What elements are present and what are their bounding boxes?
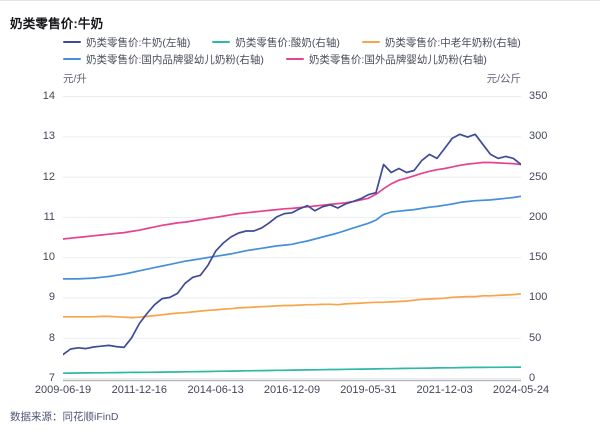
x-axis-tick-label: 2019-05-31 (340, 384, 397, 396)
right-axis-tick-label: 150 (529, 251, 548, 264)
series-line[interactable] (62, 161, 522, 240)
legend-item[interactable]: 奶类零售价:国外品牌婴幼儿奶粉(右轴) (285, 52, 487, 67)
x-axis-tick-label: 2011-12-16 (111, 384, 168, 396)
left-axis-unit: 元/升 (63, 73, 87, 85)
legend-line-swatch (63, 40, 81, 44)
right-axis-tick-label: 250 (529, 170, 548, 183)
legend-label: 奶类零售价:国内品牌婴幼儿奶粉(右轴) (86, 53, 264, 66)
left-axis-tick-label: 11 (43, 210, 55, 223)
legend-item[interactable]: 奶类零售价:酸奶(右轴) (212, 35, 340, 50)
left-axis-tick-label: 14 (42, 90, 55, 102)
legend-line-swatch (285, 57, 304, 61)
series-line[interactable] (62, 133, 522, 356)
x-axis-tick-label: 2024-05-24 (492, 384, 550, 396)
left-axis-tick-label: 13 (42, 130, 55, 143)
right-axis-tick-label: 350 (529, 90, 548, 102)
series-line[interactable] (62, 366, 522, 375)
page-title: 奶类零售价:牛奶 (10, 17, 104, 31)
x-axis-tick-label: 2021-12-03 (416, 384, 473, 396)
legend-label: 奶类零售价:酸奶(右轴) (235, 36, 340, 49)
left-axis-tick-label: 12 (42, 170, 55, 183)
legend-line-swatch (63, 57, 81, 61)
left-axis-tick-label: 8 (48, 331, 55, 344)
left-axis-tick-label: 9 (48, 291, 55, 304)
legend-item[interactable]: 奶类零售价:牛奶(左轴) (63, 35, 190, 50)
line-chart-svg (62, 96, 522, 382)
right-axis-tick-label: 50 (529, 331, 542, 344)
right-axis-tick-label: 300 (529, 130, 548, 143)
right-axis-tick-label: 0 (529, 372, 536, 384)
left-axis-tick-label: 10 (42, 251, 55, 264)
series-line[interactable] (62, 292, 522, 319)
right-axis-unit: 元/公斤 (486, 73, 521, 85)
x-axis-tick-label: 2009-06-19 (34, 384, 92, 396)
legend-line-swatch (361, 40, 380, 44)
legend-item[interactable]: 奶类零售价:国内品牌婴幼儿奶粉(右轴) (63, 52, 264, 67)
legend-label: 奶类零售价:中老年奶粉(右轴) (384, 36, 521, 49)
legend-label: 奶类零售价:牛奶(左轴) (86, 36, 191, 49)
left-axis-tick-label: 7 (48, 372, 55, 384)
x-axis-tick-label: 2014-06-13 (187, 384, 244, 396)
chart-legend-row-2: 奶类零售价:国内品牌婴幼儿奶粉(右轴) 奶类零售价:国外品牌婴幼儿奶粉(右轴) (63, 52, 590, 66)
right-axis-tick-label: 200 (529, 210, 548, 223)
x-axis-tick-label: 2016-12-09 (263, 384, 321, 396)
data-source-note: 数据来源：同花顺iFinD (10, 411, 119, 423)
chart-plot-area[interactable] (62, 96, 522, 383)
chart-legend-row-1: 奶类零售价:牛奶(左轴) 奶类零售价:酸奶(右轴) 奶类零售价:中老年奶粉(右轴) (63, 35, 590, 49)
legend-label: 奶类零售价:国外品牌婴幼儿奶粉(右轴) (308, 53, 487, 66)
legend-line-swatch (212, 40, 231, 44)
right-axis-tick-label: 100 (529, 291, 548, 304)
legend-item[interactable]: 奶类零售价:中老年奶粉(右轴) (361, 35, 521, 50)
series-line[interactable] (62, 195, 522, 280)
